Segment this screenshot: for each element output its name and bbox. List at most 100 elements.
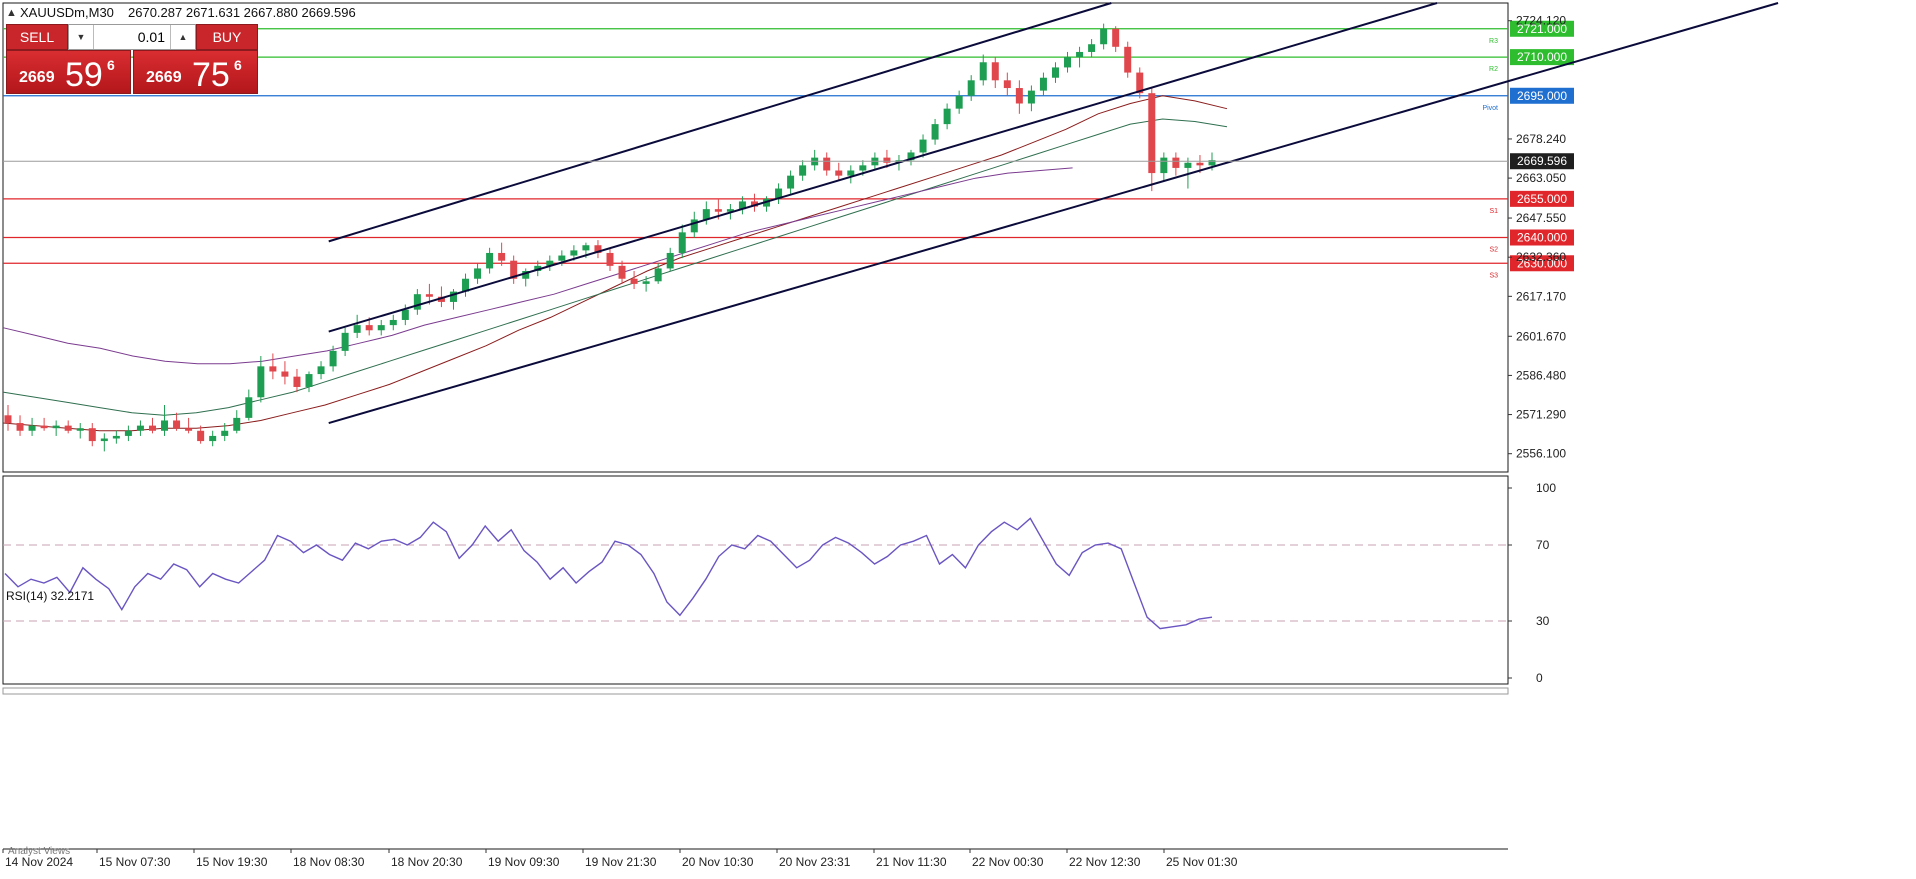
level-price-box (1510, 87, 1574, 104)
candle-body (943, 108, 951, 125)
moving-averages (2, 95, 1228, 432)
candle-body (462, 278, 470, 292)
candle-body (1184, 162, 1192, 168)
candle-body (570, 250, 578, 256)
candle-body (726, 209, 734, 212)
candle-body (847, 170, 855, 176)
time-tick-label: 15 Nov 07:30 (99, 855, 171, 869)
price-tick-label: 2663.050 (1516, 171, 1566, 185)
candle-body (883, 157, 891, 163)
candle-body (955, 95, 963, 109)
candle-body (437, 296, 445, 302)
price-axis[interactable]: 2724.120 2678.240 2663.050 2647.550 2632.360… (1508, 14, 1566, 461)
level-price-label: 2695.000 (1517, 89, 1567, 103)
rsi-tick-label: 30 (1536, 614, 1550, 628)
candle-body (738, 201, 746, 210)
candle-body (1196, 162, 1204, 166)
triangle-up-icon[interactable]: ▲ (6, 7, 17, 19)
candle-body (40, 425, 48, 429)
candle-body (221, 430, 229, 436)
lot-size-stepper[interactable]: ▼ ▲ (68, 24, 196, 50)
level-tag: S1 (1489, 208, 1498, 215)
moving-average-line (2, 167, 1073, 365)
sell-button[interactable]: SELL (6, 24, 68, 50)
candle-body (642, 281, 650, 284)
buy-price-point: 6 (234, 57, 242, 73)
candle-body (449, 291, 457, 302)
candle-body (341, 332, 349, 351)
candle-body (209, 435, 217, 442)
analyst-views-tab[interactable]: Analyst Views (8, 846, 70, 857)
sell-price-button[interactable]: 2669 59 6 (6, 50, 131, 94)
rsi-panel: 100 70 30 0 (3, 481, 1556, 685)
candle-body (750, 201, 758, 207)
candle-body (1064, 57, 1072, 68)
trade-panel-top: SELL ▼ ▲ BUY (6, 24, 258, 50)
channel-line[interactable] (328, 2, 1112, 243)
lot-increase-icon[interactable]: ▲ (170, 25, 195, 49)
candle-body (16, 423, 24, 431)
candle-body (257, 366, 265, 398)
candle-body (1027, 90, 1035, 104)
chart-symbol: XAUUSDm,M30 (20, 5, 114, 20)
analyst-views-strip[interactable] (2, 687, 1509, 695)
candle-body (112, 435, 120, 439)
rsi-tick-label: 0 (1536, 671, 1543, 685)
lot-decrease-icon[interactable]: ▼ (69, 25, 94, 49)
time-tick-label: 22 Nov 00:30 (972, 855, 1044, 869)
time-tick-label: 18 Nov 08:30 (293, 855, 365, 869)
lot-size-input[interactable] (95, 27, 165, 47)
candle-body (197, 430, 205, 442)
candle-body (233, 417, 241, 431)
candle-body (1172, 157, 1180, 168)
level-price-label: 2710.000 (1517, 50, 1567, 64)
level-price-label: 2721.000 (1517, 22, 1567, 36)
time-tick-label: 18 Nov 20:30 (391, 855, 463, 869)
current-price-line: 2669.596 (3, 153, 1574, 170)
chart-ohlc: 2670.287 2671.631 2667.880 2669.596 (128, 5, 356, 20)
moving-average-line (2, 118, 1228, 416)
buy-price-button[interactable]: 2669 75 6 (133, 50, 258, 94)
time-tick-label: 20 Nov 10:30 (682, 855, 754, 869)
candle-body (594, 245, 602, 253)
candle-body (245, 397, 253, 418)
candle-body (618, 265, 626, 279)
time-tick-label: 25 Nov 01:30 (1166, 855, 1238, 869)
channel-line[interactable] (328, 2, 1438, 333)
trend-channel[interactable] (328, 2, 1779, 424)
candle-body (474, 268, 482, 279)
candle-body (1136, 72, 1144, 94)
time-tick-label: 21 Nov 11:30 (876, 855, 947, 869)
candle-body (389, 319, 397, 326)
candle-body (714, 209, 722, 212)
candle-body (64, 425, 72, 431)
candle-body (124, 430, 132, 436)
candle-body (859, 165, 867, 171)
price-tick-label: 2617.170 (1516, 289, 1566, 303)
candle-body (293, 376, 301, 387)
level-price-label: 2630.000 (1517, 256, 1567, 270)
candle-body (1088, 44, 1096, 52)
level-price-box (1510, 190, 1574, 207)
time-axis[interactable]: 14 Nov 2024 15 Nov 07:30 15 Nov 19:30 18 No… (2, 849, 1238, 869)
level-tag: S2 (1489, 247, 1498, 254)
time-tick-label: 22 Nov 12:30 (1069, 855, 1141, 869)
candle-body (185, 428, 193, 431)
price-tick-label: 2724.120 (1516, 14, 1566, 28)
candle-body (1112, 28, 1120, 47)
candle-body (835, 170, 843, 176)
candle-body (907, 152, 915, 161)
candle-body (1039, 77, 1047, 91)
level-tag: S3 (1489, 272, 1498, 279)
candle-body (775, 188, 783, 199)
channel-line[interactable] (328, 2, 1779, 424)
candle-body (702, 209, 710, 220)
candle-body (353, 325, 361, 333)
buy-button[interactable]: BUY (196, 24, 258, 50)
candle-body (510, 260, 518, 279)
candle-body (654, 268, 662, 282)
price-tick-label: 2632.360 (1516, 250, 1566, 264)
candle-body (799, 165, 807, 176)
level-price-box (1510, 20, 1574, 37)
